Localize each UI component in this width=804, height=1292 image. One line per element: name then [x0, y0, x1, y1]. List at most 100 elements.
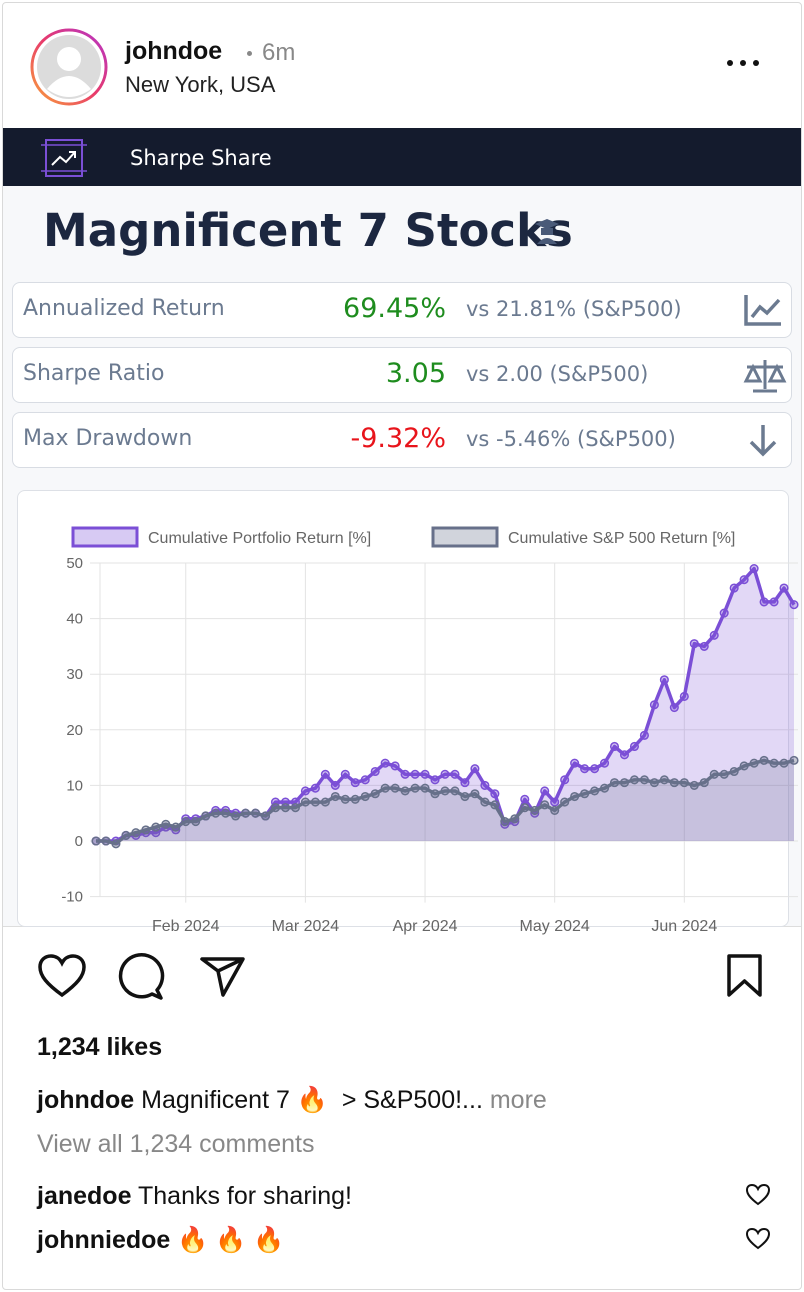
point — [300, 797, 310, 807]
point — [599, 783, 609, 793]
point — [619, 750, 629, 760]
point — [340, 794, 350, 804]
app-name: Sharpe Share — [130, 146, 272, 170]
point — [160, 819, 171, 829]
point — [529, 805, 539, 815]
save-button[interactable] — [725, 953, 765, 999]
likes[interactable]: 1,234 likes — [37, 1033, 163, 1061]
point — [599, 758, 609, 768]
x-tick-label: Apr 2024 — [392, 918, 457, 935]
metric-card: Sharpe Ratio 3.05 vs 2.00 (S&P500) — [12, 347, 792, 403]
point — [719, 608, 729, 618]
point — [200, 811, 210, 821]
more-link[interactable]: more — [489, 1086, 547, 1114]
x-tick-label: Jun 2024 — [651, 918, 717, 935]
point — [370, 766, 380, 777]
point — [101, 836, 111, 846]
point — [360, 791, 370, 802]
comment-like[interactable] — [745, 1183, 771, 1207]
view-comments[interactable]: View all 1,234 comments — [37, 1130, 315, 1158]
point — [260, 811, 270, 821]
point — [270, 803, 280, 813]
metric-card: Max Drawdown -9.32% vs -5.46% (S&P500) — [12, 412, 792, 468]
metric-label: Annualized Return — [23, 296, 225, 321]
y-tick-label: -10 — [61, 889, 83, 906]
point — [430, 789, 440, 799]
point — [649, 700, 659, 710]
point — [180, 816, 190, 827]
point — [380, 783, 390, 793]
area — [95, 760, 794, 844]
point — [370, 789, 380, 799]
chart-card: -10 0 10 20 30 40 50 Feb 2024 Mar 2024 Apr 2024 Ma… — [17, 490, 799, 935]
caption-user[interactable]: johndoe — [37, 1086, 135, 1114]
point — [609, 778, 619, 788]
avatar[interactable] — [29, 27, 109, 107]
point — [460, 791, 470, 802]
point — [340, 769, 350, 779]
share-button[interactable] — [199, 953, 249, 999]
comment-button[interactable] — [117, 953, 167, 1001]
point — [769, 597, 779, 607]
y-tick-label: 20 — [66, 722, 83, 739]
point — [430, 775, 440, 785]
point — [689, 639, 699, 649]
point — [789, 600, 799, 610]
point — [669, 703, 679, 713]
point — [140, 825, 151, 835]
legend-label: Cumulative Portfolio Return [%] — [148, 530, 371, 547]
point — [470, 764, 480, 774]
x-tick-label: May 2024 — [519, 918, 589, 935]
point — [539, 800, 549, 810]
point — [649, 778, 659, 788]
point — [679, 691, 689, 701]
username[interactable]: johndoe — [125, 37, 223, 65]
point — [589, 786, 599, 796]
point — [150, 822, 161, 832]
expert-icon — [535, 219, 559, 244]
metric-value: 69.45% — [343, 293, 446, 324]
point — [290, 803, 300, 813]
point — [629, 775, 639, 785]
point — [559, 797, 569, 807]
comment: johnniedoe 🔥 🔥 🔥 — [37, 1226, 285, 1255]
legend-label: Cumulative S&P 500 Return [%] — [508, 530, 735, 547]
point — [460, 778, 470, 788]
caption: johndoe Magnificent 7 🔥 > S&P500!... mor… — [37, 1086, 547, 1115]
point — [759, 597, 769, 607]
point — [709, 769, 719, 779]
comment: janedoe Thanks for sharing! — [37, 1182, 352, 1211]
more-menu[interactable] — [725, 55, 761, 71]
point — [310, 797, 320, 807]
point — [470, 789, 480, 799]
point — [320, 769, 330, 779]
separator — [247, 51, 252, 56]
point — [559, 775, 569, 785]
like-button[interactable] — [37, 953, 87, 999]
point — [250, 808, 260, 818]
point — [450, 786, 460, 796]
point — [659, 675, 669, 685]
comment-user[interactable]: johnniedoe — [37, 1226, 171, 1254]
point — [539, 786, 549, 796]
point — [639, 775, 649, 785]
point — [420, 769, 430, 779]
point — [729, 766, 739, 777]
point — [699, 778, 709, 788]
app-content: Magnificent 7 Stocks Annualized Return 6… — [3, 186, 801, 935]
y-tick-label: 10 — [66, 777, 83, 794]
point — [569, 791, 579, 802]
point — [220, 808, 230, 818]
comment-user[interactable]: janedoe — [37, 1182, 132, 1210]
point — [729, 583, 739, 593]
y-tick-label: 30 — [66, 666, 83, 683]
comment-like[interactable] — [745, 1227, 771, 1251]
chart: -10 0 10 20 30 40 50 Feb 2024 Mar 2024 Apr 2024 Ma… — [61, 526, 799, 935]
point — [240, 808, 250, 818]
point — [609, 741, 619, 752]
location[interactable]: New York, USA — [125, 72, 276, 97]
point — [440, 769, 450, 779]
point — [699, 641, 709, 651]
point — [111, 839, 121, 849]
